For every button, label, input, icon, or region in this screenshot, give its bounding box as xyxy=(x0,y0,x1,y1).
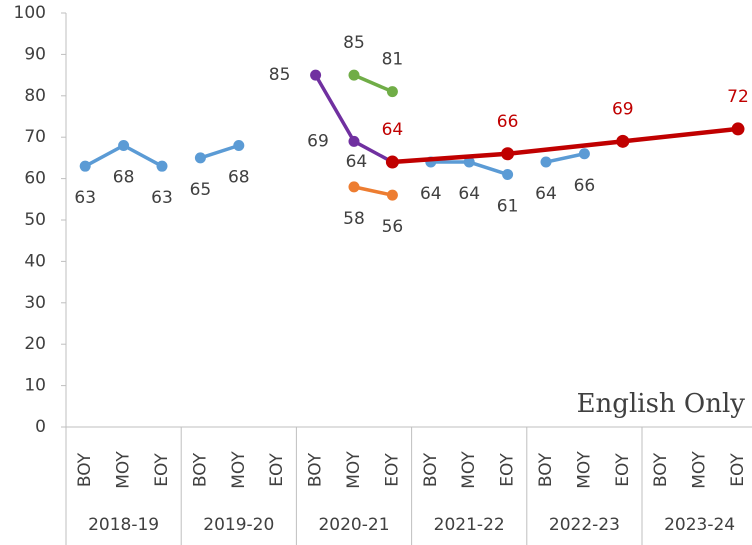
data-label: 69 xyxy=(612,99,634,119)
point xyxy=(79,160,91,172)
point xyxy=(502,168,514,180)
data-label: 63 xyxy=(74,188,96,208)
point xyxy=(731,122,745,136)
series-line xyxy=(199,143,240,160)
y-tick-label: 40 xyxy=(24,251,46,271)
data-label: 69 xyxy=(307,131,329,151)
data-label: 63 xyxy=(151,188,173,208)
point xyxy=(348,181,360,193)
group-label: 2021-22 xyxy=(434,515,505,535)
x-tick-label: EOY xyxy=(152,453,172,487)
data-label: 64 xyxy=(382,120,404,140)
point xyxy=(386,189,398,201)
series-line xyxy=(545,152,585,164)
point xyxy=(463,156,475,168)
y-tick-label: 60 xyxy=(24,169,46,189)
series-line xyxy=(392,126,739,165)
y-tick-label: 20 xyxy=(24,334,46,354)
data-label: 66 xyxy=(574,176,596,196)
data-label: 64 xyxy=(346,152,368,172)
x-tick-label: EOY xyxy=(613,453,633,487)
y-tick-label: 50 xyxy=(24,210,46,230)
y-tick-label: 10 xyxy=(24,376,46,396)
x-tick-label: BOY xyxy=(651,452,671,487)
point xyxy=(348,135,360,147)
y-tick-label: 90 xyxy=(24,44,46,64)
point xyxy=(233,139,245,151)
data-label: 85 xyxy=(269,65,291,85)
group-label: 2018-19 xyxy=(88,515,159,535)
data-label: 81 xyxy=(382,50,404,70)
data-label: 68 xyxy=(228,167,250,187)
x-tick-label: EOY xyxy=(267,453,287,487)
y-tick-label: 70 xyxy=(24,127,46,147)
data-label: 64 xyxy=(420,184,442,204)
y-tick-label: 30 xyxy=(24,293,46,313)
x-tick-label: MOY xyxy=(574,451,594,489)
x-tick-label: BOY xyxy=(536,452,556,487)
data-label: 68 xyxy=(113,167,135,187)
y-tick-label: 100 xyxy=(14,3,46,23)
x-tick-label: BOY xyxy=(421,452,441,487)
point xyxy=(348,69,360,81)
point xyxy=(616,134,630,148)
group-label: 2022-23 xyxy=(549,515,620,535)
data-label: 64 xyxy=(458,184,480,204)
group-label: 2023-24 xyxy=(664,515,735,535)
point xyxy=(578,148,590,160)
point xyxy=(194,152,206,164)
annotation: English Only xyxy=(577,389,746,419)
x-tick-label: MOY xyxy=(114,451,134,489)
group-label: 2020-21 xyxy=(318,515,389,535)
x-tick-label: MOY xyxy=(344,451,364,489)
point xyxy=(386,86,398,98)
data-label: 58 xyxy=(343,209,365,229)
y-tick-label: 80 xyxy=(24,86,46,106)
point xyxy=(156,160,168,172)
data-label: 64 xyxy=(535,184,557,204)
x-tick-label: MOY xyxy=(690,451,710,489)
y-tick-label: 0 xyxy=(35,417,46,437)
x-tick-label: BOY xyxy=(306,452,326,487)
x-tick-label: BOY xyxy=(75,452,95,487)
data-label: 66 xyxy=(497,112,519,132)
x-tick-label: MOY xyxy=(459,451,479,489)
series-line xyxy=(353,73,394,94)
data-label: 85 xyxy=(343,33,365,53)
point xyxy=(540,156,552,168)
x-tick-label: BOY xyxy=(190,452,210,487)
data-label: 61 xyxy=(497,196,519,216)
x-tick-label: EOY xyxy=(498,453,518,487)
point xyxy=(118,139,130,151)
point xyxy=(501,147,515,161)
group-label: 2019-20 xyxy=(203,515,274,535)
x-tick-label: EOY xyxy=(382,453,402,487)
x-tick-label: EOY xyxy=(728,453,748,487)
series-line xyxy=(353,185,393,197)
data-label: 65 xyxy=(190,180,212,200)
data-label: 72 xyxy=(727,87,749,107)
data-label: 56 xyxy=(382,217,404,237)
point xyxy=(385,155,399,169)
point xyxy=(310,69,322,81)
x-tick-label: MOY xyxy=(229,451,249,489)
